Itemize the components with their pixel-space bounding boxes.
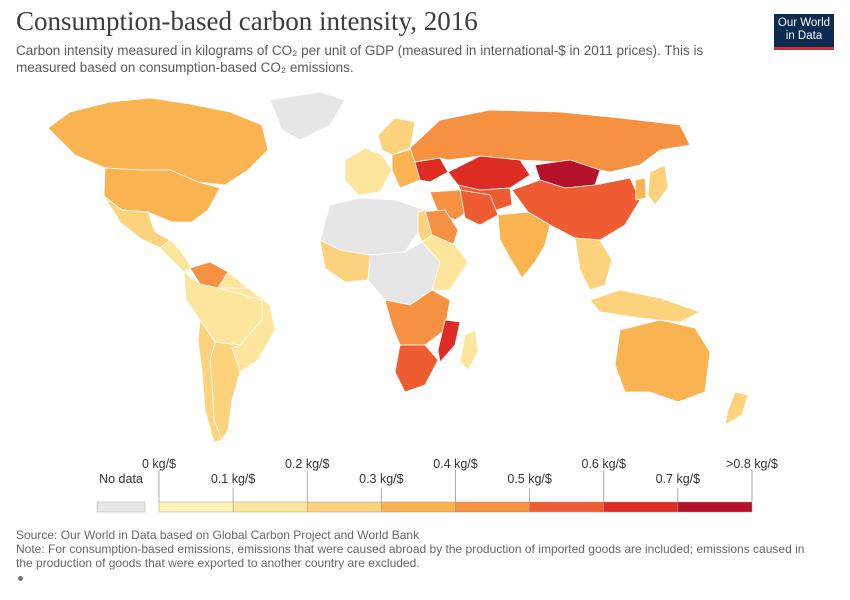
logo-line-1: Our World [777, 17, 831, 29]
map-region-greenland[interactable] [269, 91, 346, 141]
logo-line-2: in Data [785, 30, 823, 42]
legend-bin-0[interactable] [158, 501, 234, 513]
map-region-kazakhstan[interactable] [447, 155, 531, 191]
map-region-madagascar[interactable] [459, 329, 479, 371]
legend-tick-label-5: 0.5 kg/$ [507, 472, 552, 486]
map-region-west-africa[interactable] [319, 239, 371, 283]
source-text: Source: Our World in Data based on Globa… [16, 528, 420, 542]
timeline-dot[interactable] [18, 576, 23, 581]
map-region-korea[interactable] [634, 177, 647, 201]
note-text: Note: For consumption-based emissions, e… [16, 542, 805, 570]
legend-tick-label-7: 0.7 kg/$ [655, 472, 701, 486]
legend-bin-7[interactable] [677, 501, 753, 513]
legend-tick-label-0: 0 kg/$ [141, 457, 177, 471]
legend-tick-label-3: 0.3 kg/$ [359, 472, 404, 486]
map-region-chile[interactable] [197, 318, 223, 443]
owid-logo[interactable]: Our World in Data [774, 14, 834, 50]
map-region-iran[interactable] [459, 189, 499, 226]
legend-tick-label-8: >0.8 kg/$ [726, 457, 778, 471]
map-region-central-america[interactable] [159, 239, 193, 273]
map-region-southeast-asia[interactable] [574, 237, 613, 291]
legend-tick-label-1: 0.1 kg/$ [210, 472, 256, 486]
map-region-western-europe[interactable] [344, 147, 393, 196]
legend-tick-label-6: 0.6 kg/$ [581, 457, 626, 471]
legend-bin-6[interactable] [603, 501, 679, 513]
legend-bin-4[interactable] [455, 501, 530, 513]
legend-bin-3[interactable] [381, 501, 456, 513]
map-region-mozambique[interactable] [437, 319, 461, 363]
chart-subtitle: Carbon intensity measured in kilograms o… [16, 43, 704, 75]
map-region-south-africa[interactable] [394, 344, 439, 393]
map-region-japan[interactable] [647, 164, 669, 206]
legend-tick-label-4: 0.4 kg/$ [433, 457, 478, 471]
map-region-india[interactable] [497, 211, 551, 279]
map-region-indonesia[interactable] [589, 289, 702, 323]
chart-footer: Source: Our World in Data based on Globa… [16, 528, 816, 570]
map-region-australia[interactable] [614, 319, 711, 403]
chart-title: Consumption-based carbon intensity, 2016 [16, 6, 478, 36]
legend-no-data-label: No data [99, 472, 143, 486]
legend-no-data-swatch[interactable] [96, 501, 146, 513]
map-region-new-zealand[interactable] [724, 391, 749, 426]
map-region-north-africa[interactable] [319, 197, 426, 256]
map-region-east-africa[interactable] [421, 234, 469, 291]
legend-bin-2[interactable] [307, 501, 382, 513]
map-region-russia[interactable] [409, 109, 691, 173]
legend-tick-label-2: 0.2 kg/$ [285, 457, 330, 471]
legend-bin-1[interactable] [232, 501, 308, 513]
legend-bin-5[interactable] [529, 501, 604, 513]
